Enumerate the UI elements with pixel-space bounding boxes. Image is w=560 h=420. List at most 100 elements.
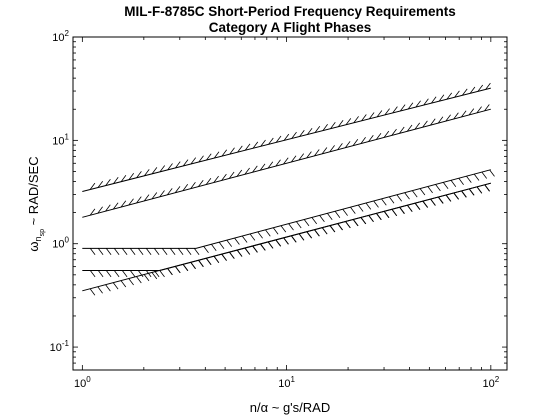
y-tick-label-exponent: 0 bbox=[65, 236, 70, 245]
hatch-mark bbox=[221, 173, 227, 181]
hatch-mark bbox=[221, 149, 228, 157]
hatch-mark bbox=[484, 104, 490, 112]
hatch-mark bbox=[121, 270, 128, 278]
hatch-mark bbox=[291, 131, 297, 139]
hatch-mark bbox=[169, 248, 176, 256]
hatch-mark bbox=[244, 167, 250, 175]
boundary-line-5 bbox=[82, 182, 491, 292]
hatch-mark bbox=[376, 110, 383, 118]
x-tick-label-exponent: 2 bbox=[495, 375, 500, 384]
hatch-mark bbox=[275, 135, 282, 143]
hatch-mark bbox=[484, 184, 490, 192]
hatch-mark bbox=[97, 206, 103, 214]
y-tick-label-exponent: -1 bbox=[62, 339, 70, 348]
hatch-mark bbox=[267, 161, 274, 169]
hatch-mark bbox=[360, 137, 366, 144]
hatch-mark bbox=[198, 155, 204, 163]
hatch-mark bbox=[283, 237, 289, 245]
boundary-line-2 bbox=[82, 108, 491, 218]
hatch-mark bbox=[244, 247, 250, 255]
hatch-mark bbox=[236, 169, 243, 177]
y-tick-label-exponent: 1 bbox=[65, 132, 70, 141]
hatch-mark bbox=[384, 108, 390, 116]
hatch-mark bbox=[190, 182, 196, 189]
hatch-mark bbox=[414, 202, 421, 210]
hatch-mark bbox=[437, 196, 444, 204]
hatch-mark bbox=[391, 128, 397, 136]
y-tick-label: 101 bbox=[52, 132, 69, 147]
x-tick-label: 102 bbox=[482, 375, 499, 390]
hatch-mark bbox=[105, 178, 111, 186]
hatch-mark bbox=[321, 147, 328, 155]
hatch-mark bbox=[299, 129, 305, 137]
hatch-mark bbox=[381, 198, 387, 206]
hatch-mark bbox=[392, 106, 398, 114]
hatch-mark bbox=[161, 248, 168, 256]
hatch-mark bbox=[345, 118, 352, 126]
hatch-mark bbox=[314, 149, 320, 157]
hatch-mark bbox=[252, 141, 259, 149]
hatch-mark bbox=[190, 157, 197, 165]
hatch-mark bbox=[203, 246, 209, 254]
y-tick-label-base: 10 bbox=[52, 135, 64, 147]
hatch-mark bbox=[345, 221, 351, 229]
hatch-mark bbox=[105, 204, 111, 212]
hatch-mark bbox=[144, 169, 150, 177]
hatch-mark bbox=[404, 192, 410, 200]
hatch-mark bbox=[129, 270, 136, 278]
hatch-mark bbox=[321, 227, 328, 235]
hatch-mark bbox=[311, 217, 318, 225]
hatch-mark bbox=[466, 175, 472, 183]
hatch-mark bbox=[112, 282, 119, 290]
hatch-mark bbox=[476, 186, 483, 194]
y-tick-label: 102 bbox=[52, 29, 69, 44]
hatch-mark bbox=[259, 243, 266, 251]
x-tick-label-exponent: 1 bbox=[290, 375, 295, 384]
hatch-mark bbox=[350, 206, 356, 214]
hatch-mark bbox=[360, 217, 366, 225]
y-axis-label-omega: ω bbox=[26, 241, 41, 251]
hatch-mark bbox=[430, 96, 437, 104]
hatch-mark bbox=[112, 202, 119, 210]
hatch-mark bbox=[357, 204, 364, 212]
hatch-mark bbox=[265, 229, 271, 237]
hatch-mark bbox=[414, 122, 421, 130]
boundary-line-1 bbox=[82, 87, 491, 192]
hatch-mark bbox=[137, 270, 144, 278]
hatch-mark bbox=[461, 190, 467, 198]
hatch-mark bbox=[113, 270, 120, 278]
hatch-mark bbox=[113, 248, 120, 256]
hatch-mark bbox=[198, 179, 204, 187]
hatch-mark bbox=[128, 198, 134, 206]
x-tick-label: 101 bbox=[278, 375, 295, 390]
hatch-mark bbox=[419, 188, 426, 196]
hatch-mark bbox=[121, 248, 128, 256]
hatch-mark bbox=[89, 208, 96, 216]
hatch-mark bbox=[430, 118, 436, 126]
hatch-mark bbox=[260, 139, 266, 147]
hatch-mark bbox=[314, 125, 321, 133]
hatch-mark bbox=[306, 231, 312, 239]
hatch-mark bbox=[205, 257, 212, 265]
hatch-mark bbox=[288, 223, 294, 231]
hatch-mark bbox=[352, 219, 359, 227]
hatch-mark bbox=[446, 92, 453, 100]
hatch-mark bbox=[337, 120, 344, 127]
hatch-mark bbox=[113, 177, 119, 184]
hatch-mark bbox=[136, 171, 142, 179]
hatch-mark bbox=[228, 251, 235, 259]
x-tick-label: 100 bbox=[74, 375, 91, 390]
hatch-mark bbox=[174, 186, 181, 194]
hatch-mark bbox=[407, 102, 414, 110]
hatch-mark bbox=[249, 233, 256, 241]
hatch-mark bbox=[296, 221, 302, 229]
hatch-mark bbox=[468, 108, 475, 116]
hatch-mark bbox=[427, 186, 433, 194]
hatch-mark bbox=[399, 126, 405, 134]
hatch-mark bbox=[97, 270, 104, 278]
hatch-mark bbox=[391, 209, 397, 216]
hatch-mark bbox=[298, 153, 305, 161]
hatch-mark bbox=[329, 145, 335, 153]
hatch-mark bbox=[373, 200, 379, 208]
